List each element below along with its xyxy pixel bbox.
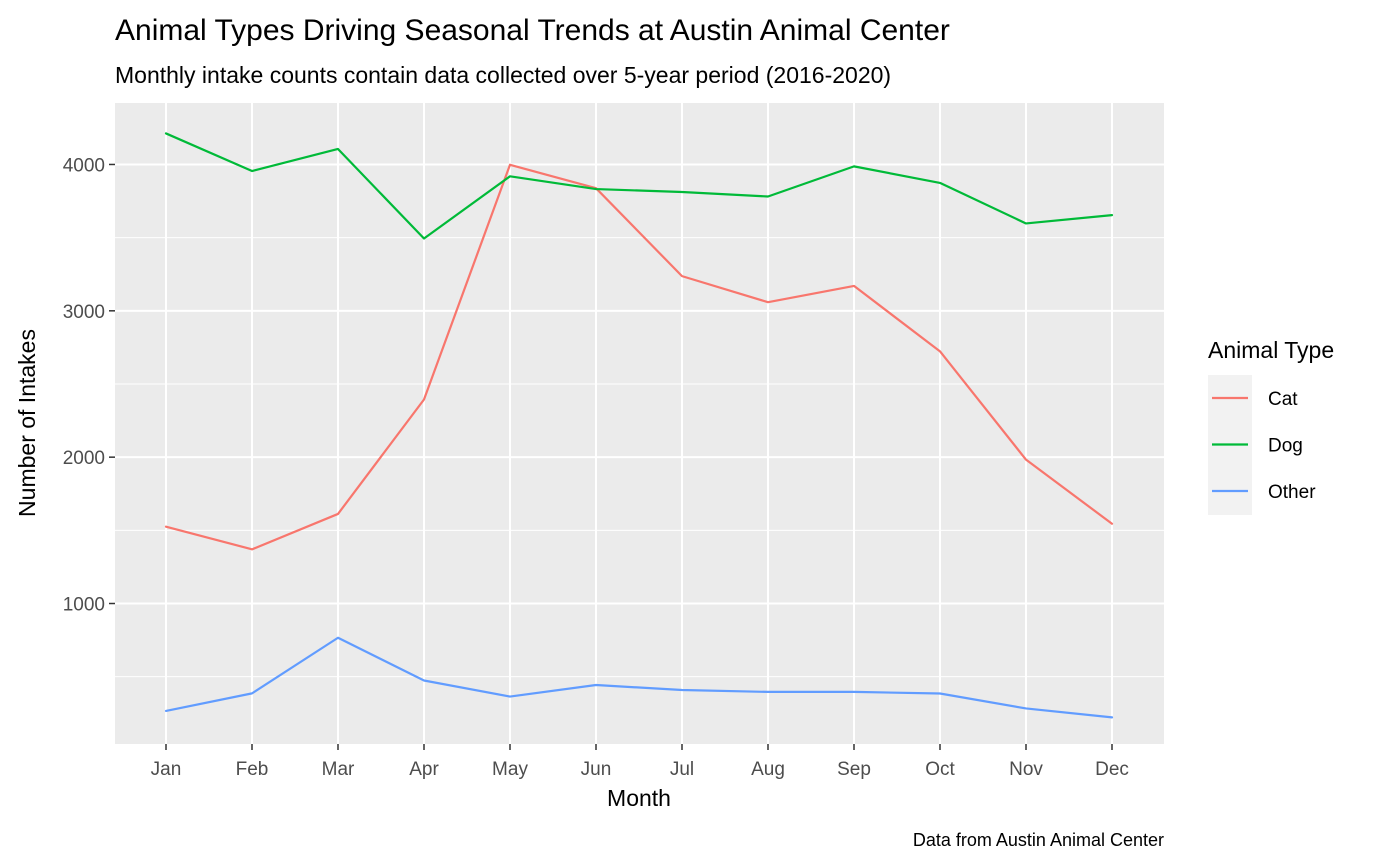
x-tick-label: Feb (236, 759, 269, 780)
series-line-other (164, 636, 1114, 719)
y-tick-label: 2000 (63, 448, 105, 469)
x-tick-label: Jun (581, 759, 612, 780)
y-tick-label: 3000 (63, 302, 105, 323)
chart-title: Animal Types Driving Seasonal Trends at … (115, 14, 950, 47)
series-line-cat (164, 163, 1114, 551)
legend-title: Animal Type (1208, 337, 1334, 363)
x-tick-label: Aug (751, 759, 785, 780)
grid-major (115, 103, 1164, 744)
x-tick-label: Apr (409, 759, 439, 780)
y-tick-label: 4000 (63, 155, 105, 176)
x-tick-label: Mar (322, 759, 355, 780)
x-tick-label: May (492, 759, 528, 780)
x-tick-label: Sep (837, 759, 871, 780)
y-tick-label: 1000 (63, 595, 105, 616)
series-line-dog (164, 132, 1114, 240)
chart-subtitle: Monthly intake counts contain data colle… (115, 62, 891, 88)
y-axis: 1000 2000 3000 4000 (63, 155, 115, 616)
x-tick-label: Jan (151, 759, 182, 780)
x-axis-title: Month (607, 785, 671, 811)
x-tick-label: Nov (1009, 759, 1043, 780)
x-axis: Jan Feb Mar Apr May Jun Jul Aug Sep Oct Nov Dec (151, 744, 1129, 780)
x-tick-label: Dec (1095, 759, 1129, 780)
x-tick-label: Oct (925, 759, 955, 780)
legend-label-other: Other (1268, 482, 1316, 503)
y-axis-title: Number of Intakes (14, 329, 40, 517)
legend: Animal Type Cat Dog Other (1208, 337, 1334, 515)
series-lines (164, 132, 1114, 719)
legend-items: Cat Dog Other (1212, 389, 1316, 503)
legend-label-dog: Dog (1268, 436, 1303, 457)
x-tick-label: Jul (670, 759, 694, 780)
legend-label-cat: Cat (1268, 389, 1298, 410)
plot-panel (115, 103, 1164, 744)
chart-caption: Data from Austin Animal Center (913, 830, 1164, 850)
grid-minor (115, 237, 1164, 678)
